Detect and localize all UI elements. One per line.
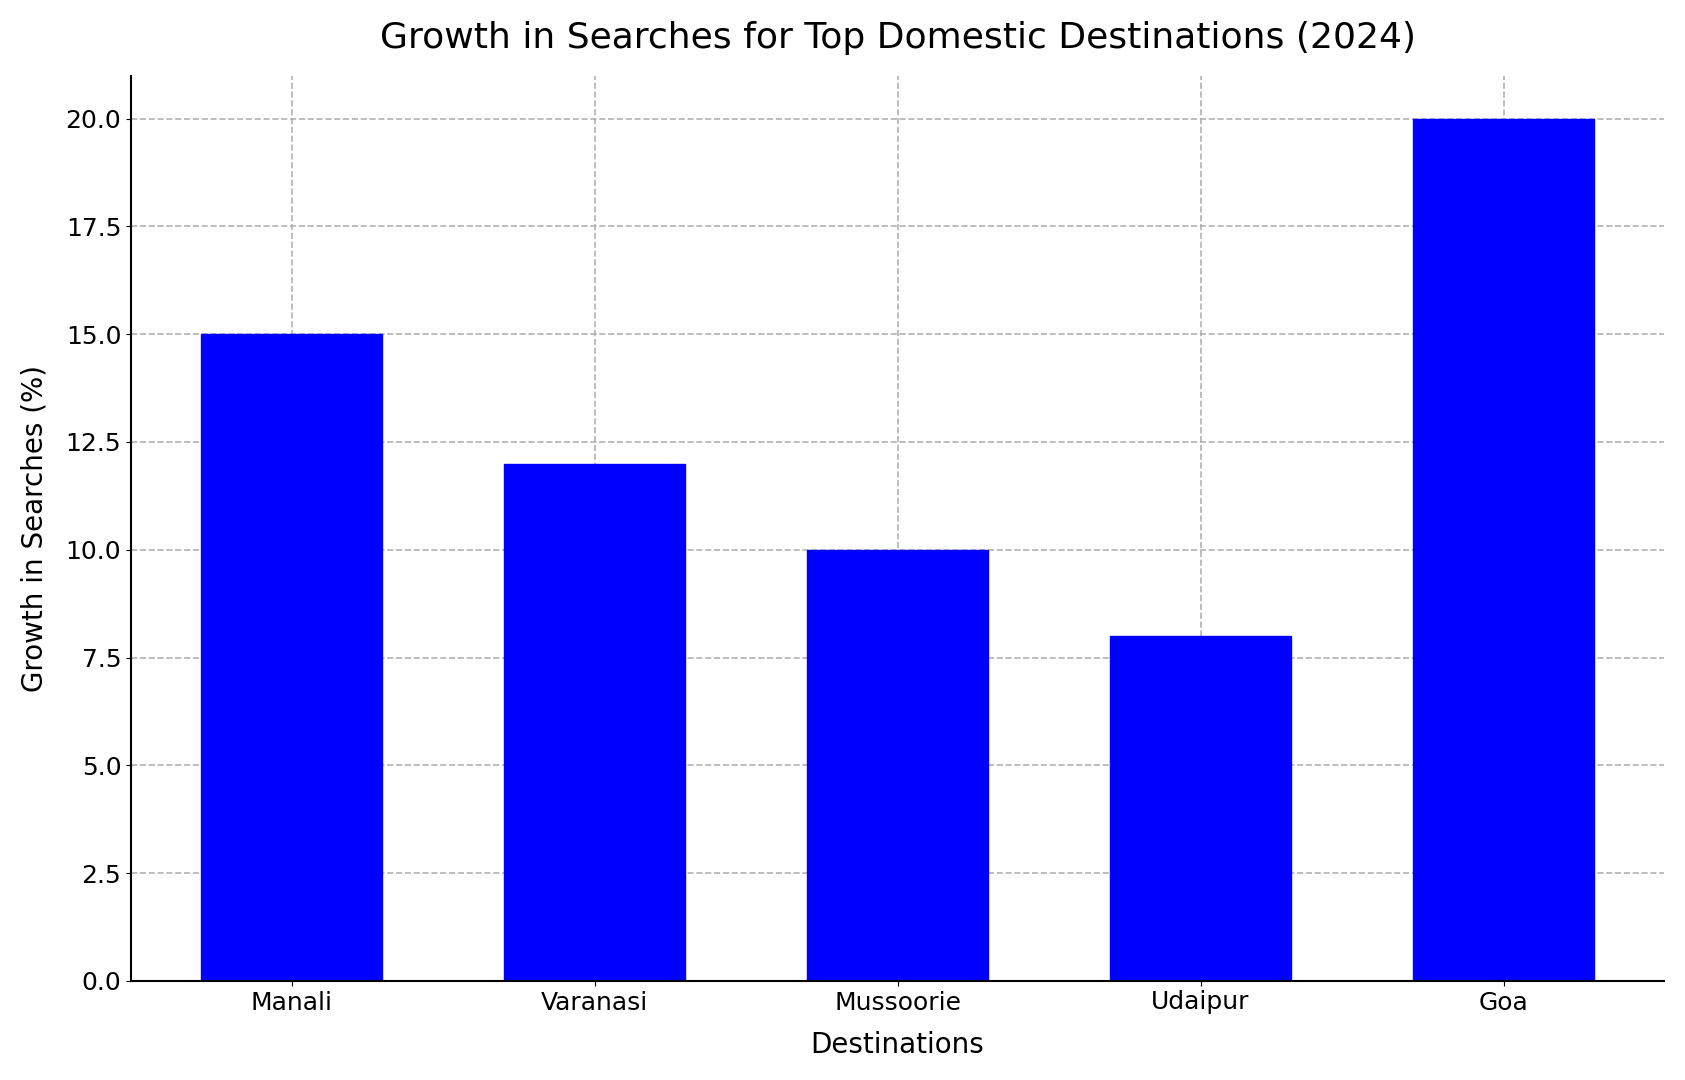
X-axis label: Destinations: Destinations xyxy=(810,1031,984,1059)
Bar xyxy=(807,550,989,981)
Title: Growth in Searches for Top Domestic Destinations (2024): Growth in Searches for Top Domestic Dest… xyxy=(379,21,1415,55)
Bar xyxy=(504,463,686,981)
Y-axis label: Growth in Searches (%): Growth in Searches (%) xyxy=(20,365,49,691)
Bar xyxy=(201,334,382,981)
Bar xyxy=(1412,119,1594,981)
Bar xyxy=(1110,636,1291,981)
